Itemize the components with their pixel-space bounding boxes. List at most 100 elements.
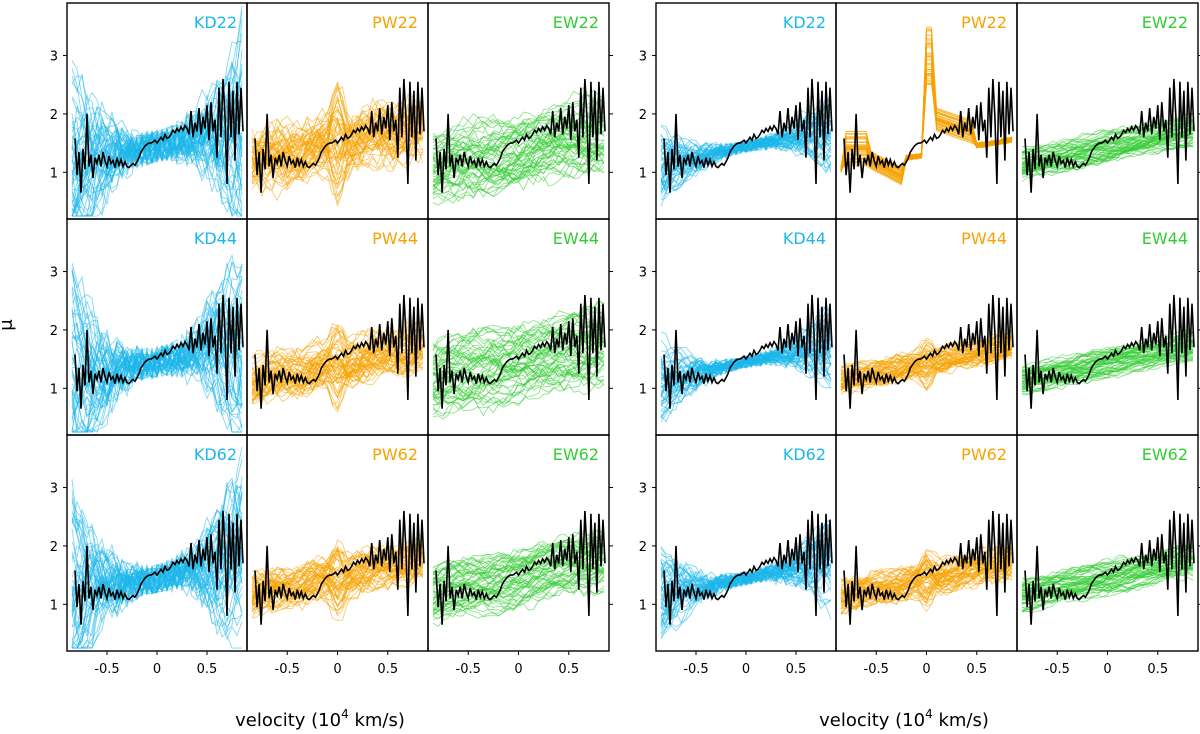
panel-label: PW44 xyxy=(372,229,418,248)
model-line xyxy=(432,529,605,581)
model-line xyxy=(251,554,424,602)
panel-label: PW22 xyxy=(372,13,418,32)
model-line xyxy=(71,508,243,603)
model-line xyxy=(251,317,424,365)
model-line xyxy=(840,567,1013,609)
x-tick-label: 0.5 xyxy=(558,662,579,677)
y-tick-label: 3 xyxy=(50,266,58,281)
model-lines xyxy=(71,446,243,649)
model-line xyxy=(251,100,424,160)
model-line xyxy=(71,304,243,433)
model-line xyxy=(71,547,243,647)
model-line xyxy=(840,545,1013,589)
model-lines xyxy=(432,529,605,628)
panel-label: KD62 xyxy=(194,445,237,464)
model-line xyxy=(432,149,605,196)
model-line xyxy=(1021,142,1194,175)
model-line xyxy=(71,124,243,217)
model-line xyxy=(72,555,243,649)
observed-line xyxy=(843,510,1014,625)
model-line xyxy=(251,105,424,159)
y-tick-label: 2 xyxy=(50,540,58,555)
model-line xyxy=(840,558,1013,597)
model-line xyxy=(432,118,605,161)
y-tick-label: 3 xyxy=(639,266,647,281)
model-line xyxy=(251,81,424,150)
panel-label: KD22 xyxy=(194,13,237,32)
panel-right-KD22: KD22 1 2 3 xyxy=(639,2,837,220)
model-line xyxy=(432,136,605,180)
model-line xyxy=(1021,329,1194,371)
panel-left-EW22: EW22 xyxy=(427,2,613,220)
panel-label: KD62 xyxy=(783,445,826,464)
model-line xyxy=(432,537,605,588)
model-line xyxy=(840,559,1013,605)
x-tick-label: 0.5 xyxy=(197,662,218,677)
model-line xyxy=(660,563,832,624)
y-tick-label: 3 xyxy=(639,50,647,65)
model-line xyxy=(251,551,424,599)
model-line xyxy=(251,329,424,376)
model-line xyxy=(840,56,1013,186)
y-tick-label: 1 xyxy=(639,382,647,397)
model-line xyxy=(71,312,243,406)
model-line xyxy=(432,145,605,202)
x-tick-label: 0.5 xyxy=(377,662,398,677)
model-line xyxy=(432,575,605,628)
model-line xyxy=(251,538,424,585)
model-line xyxy=(660,134,832,193)
model-line xyxy=(251,550,424,597)
model-line xyxy=(432,104,605,158)
model-line xyxy=(432,359,605,409)
x-tick-label: 0 xyxy=(153,662,161,677)
x-axis-label-right: velocity (104 km/s) xyxy=(819,707,989,731)
y-tick-label: 1 xyxy=(50,598,58,613)
x-tick-label: 0 xyxy=(922,662,930,677)
model-line xyxy=(251,567,424,621)
model-line xyxy=(432,334,605,378)
model-line xyxy=(1021,353,1194,396)
model-line xyxy=(251,121,424,170)
x-tick-label: 0 xyxy=(333,662,341,677)
model-line xyxy=(660,544,832,634)
panel-left-PW22: PW22 xyxy=(246,2,429,220)
panel-label: EW62 xyxy=(553,445,599,464)
model-line xyxy=(71,260,243,384)
y-tick-label: 3 xyxy=(50,482,58,497)
model-lines xyxy=(71,253,243,434)
model-lines xyxy=(71,5,243,218)
model-line xyxy=(251,544,424,593)
panel-label: PW22 xyxy=(961,13,1007,32)
model-line xyxy=(71,253,243,373)
panel-label: KD44 xyxy=(194,229,237,248)
model-line xyxy=(840,347,1013,389)
model-line xyxy=(432,367,605,407)
model-line xyxy=(432,557,605,601)
panel-left-PW62: PW62 -0.5 0 0.5 xyxy=(246,434,429,677)
panel-right-KD44: KD44 1 2 3 xyxy=(639,218,837,436)
model-line xyxy=(71,130,243,217)
model-line xyxy=(1021,545,1194,588)
panel-right-PW44: PW44 xyxy=(835,218,1018,436)
model-line xyxy=(251,93,424,175)
x-tick-label: -0.5 xyxy=(1045,662,1070,677)
observed-line xyxy=(843,294,1014,409)
model-line xyxy=(432,104,605,145)
model-line xyxy=(251,348,424,411)
model-line xyxy=(251,97,424,149)
model-line xyxy=(1021,566,1194,613)
observed-line xyxy=(663,510,833,625)
x-tick-label: -0.5 xyxy=(456,662,481,677)
model-line xyxy=(432,541,605,575)
model-line xyxy=(251,567,424,614)
model-line xyxy=(71,338,243,433)
observed-line xyxy=(663,294,833,409)
model-line xyxy=(840,551,1013,592)
model-line xyxy=(840,552,1013,596)
model-lines xyxy=(432,299,605,420)
model-line xyxy=(432,538,605,585)
x-axis-label-left: velocity (104 km/s) xyxy=(235,707,405,731)
panel-label: EW62 xyxy=(1142,445,1188,464)
observed-line xyxy=(74,510,244,625)
